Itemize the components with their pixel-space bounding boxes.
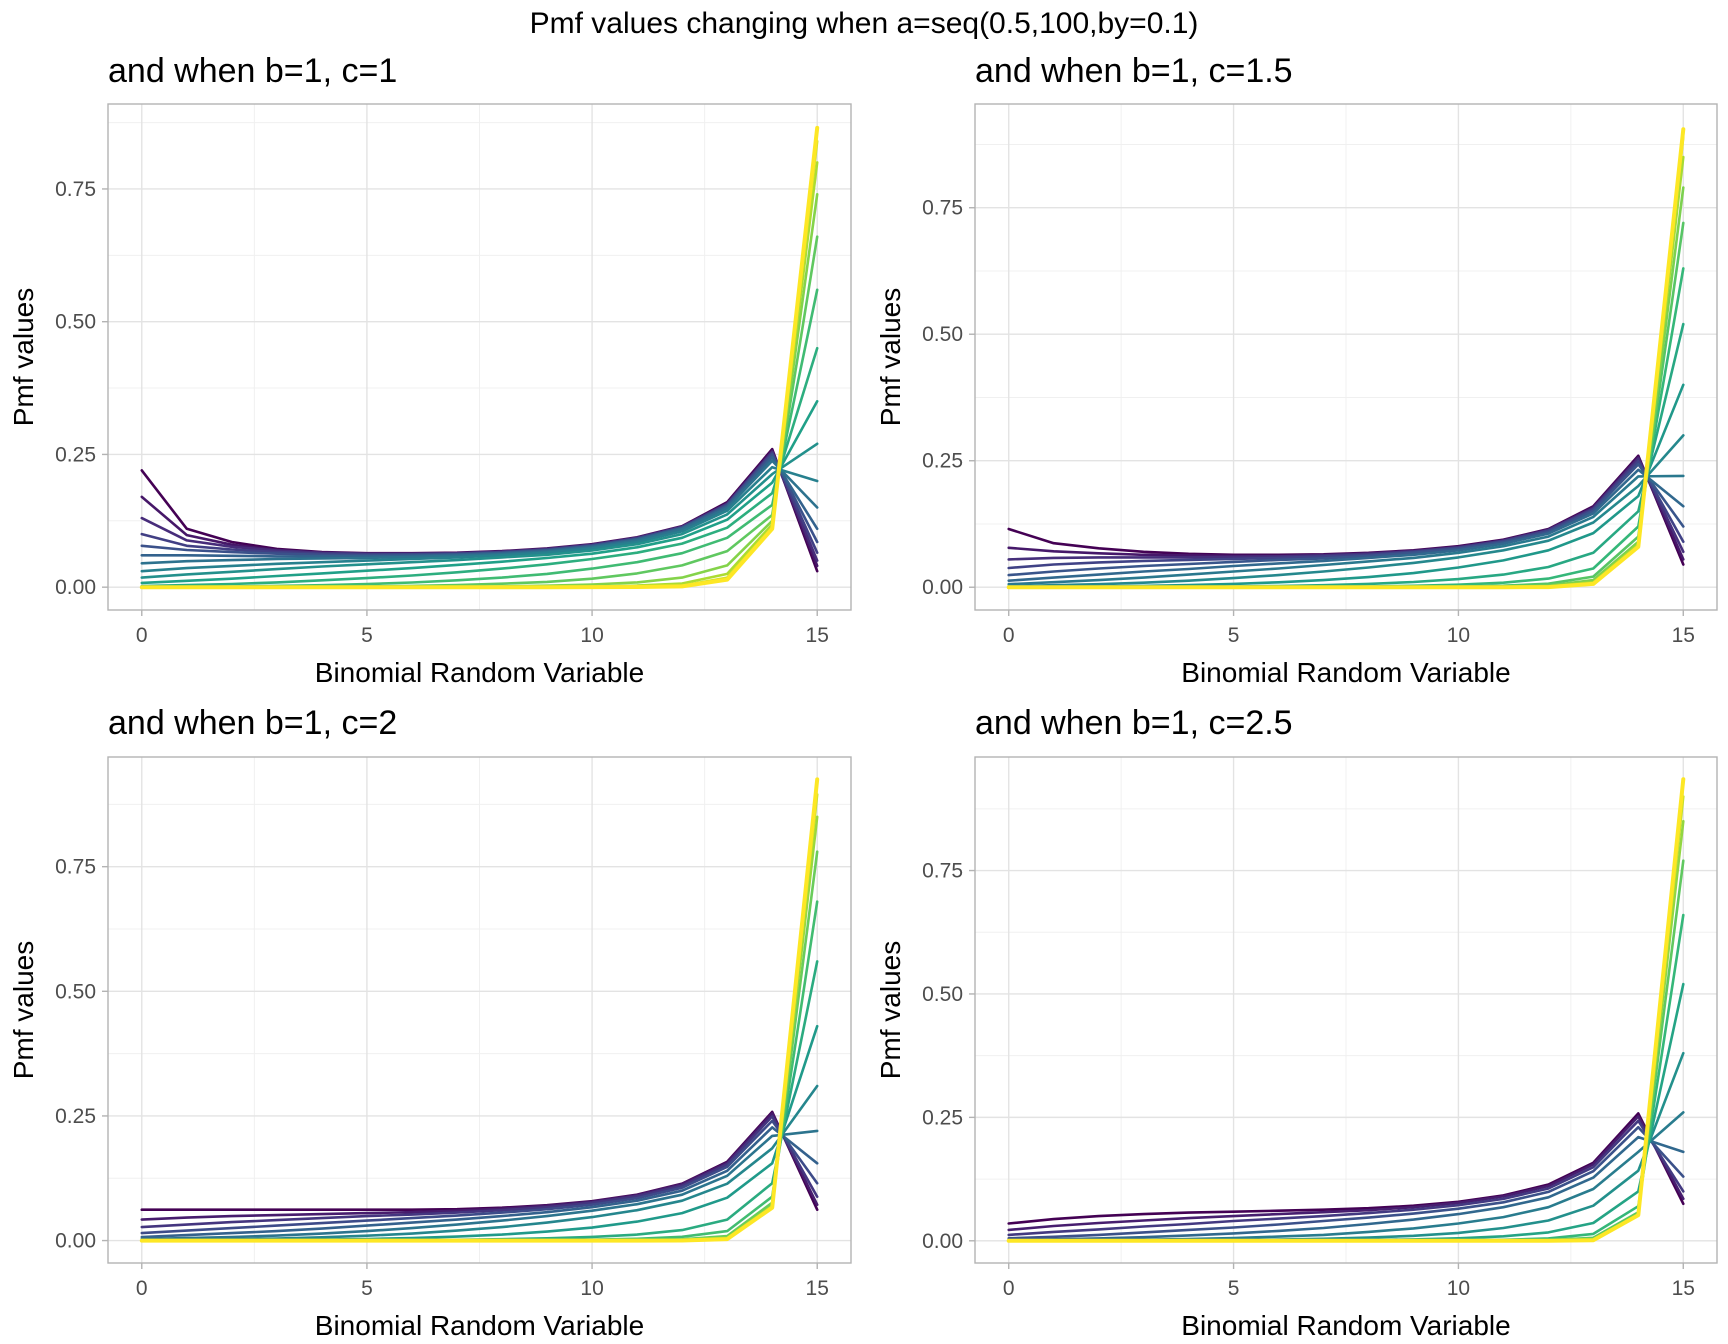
x-tick-label: 10 — [580, 1277, 603, 1300]
y-axis-label: Pmf values — [8, 288, 39, 427]
y-axis-label: Pmf values — [875, 941, 906, 1080]
y-tick-label: 0.50 — [922, 983, 963, 1006]
x-axis-label: Binomial Random Variable — [1181, 1310, 1510, 1341]
series-line — [140, 465, 819, 573]
series-line — [1006, 127, 1686, 590]
y-tick-label: 0.25 — [55, 1105, 96, 1128]
series-lines — [1006, 127, 1686, 590]
series-line — [1007, 1115, 1685, 1232]
x-tick-label: 0 — [136, 624, 148, 647]
series-line — [1007, 463, 1685, 577]
y-tick-label: 0.25 — [55, 443, 96, 466]
y-tick-label: 0.75 — [55, 178, 96, 201]
panel-3: and when b=1, c=2 0 5 10 15 0.00 0.25 0.50 0.75 B… — [8, 704, 852, 1341]
y-tick-label: 0.00 — [55, 576, 96, 599]
panel-title: and when b=1, c=1.5 — [975, 52, 1293, 90]
series-line — [140, 1115, 819, 1229]
series-line — [1007, 468, 1685, 582]
x-tick-label: 5 — [1228, 624, 1240, 647]
y-tick-label: 0.75 — [922, 860, 963, 883]
series-line — [140, 400, 819, 585]
y-tick-label: 0.50 — [922, 323, 963, 346]
panel-border — [107, 103, 852, 611]
series-line — [140, 1126, 819, 1239]
x-tick-label: 15 — [806, 624, 829, 647]
panel-title: and when b=1, c=2.5 — [975, 704, 1293, 742]
y-tick-label: 0.75 — [922, 197, 963, 220]
panel-1: and when b=1, c=1 0 5 10 15 0.00 0.25 0.50 0.75 B… — [8, 52, 852, 688]
series-line — [1007, 1119, 1685, 1237]
series-line — [140, 1119, 819, 1235]
x-tick-label: 5 — [361, 1277, 373, 1300]
x-tick-label: 15 — [1672, 1277, 1695, 1300]
y-tick-label: 0.00 — [55, 1230, 96, 1253]
x-tick-label: 0 — [136, 1277, 148, 1300]
panel-4: and when b=1, c=2.5 0 5 10 15 0.00 0.25 0.50 0.7… — [875, 704, 1718, 1341]
panel-title: and when b=1, c=2 — [108, 704, 397, 742]
x-axis-label: Binomial Random Variable — [315, 1310, 644, 1341]
y-tick-label: 0.75 — [55, 856, 96, 879]
x-tick-label: 15 — [1672, 624, 1695, 647]
series-line — [1007, 459, 1685, 570]
x-tick-label: 0 — [1003, 1277, 1015, 1300]
series-line — [1007, 1135, 1685, 1242]
series-line — [1007, 434, 1685, 588]
y-axis-label: Pmf values — [875, 288, 906, 427]
panel-border — [107, 756, 852, 1264]
panels: and when b=1, c=1 0 5 10 15 0.00 0.25 0.50 0.75 B… — [8, 52, 1718, 1341]
series-lines — [139, 777, 820, 1243]
y-tick-label: 0.00 — [922, 576, 963, 599]
panel-title: and when b=1, c=1 — [108, 52, 397, 90]
y-tick-label: 0.25 — [922, 1106, 963, 1129]
series-lines — [139, 125, 820, 590]
panel-border — [974, 103, 1718, 611]
series-line — [140, 442, 819, 579]
x-tick-label: 10 — [1447, 624, 1470, 647]
series-line — [1007, 1125, 1685, 1240]
y-tick-label: 0.50 — [55, 980, 96, 1003]
x-tick-label: 5 — [1228, 1277, 1240, 1300]
x-tick-label: 0 — [1003, 624, 1015, 647]
series-line — [139, 125, 820, 590]
axes: 0 5 10 15 0.00 0.25 0.50 0.75 Binomial Random Va… — [8, 178, 829, 688]
series-line — [139, 777, 820, 1243]
x-axis-label: Binomial Random Variable — [1181, 657, 1510, 688]
x-tick-label: 10 — [1447, 1277, 1470, 1300]
series-line — [1006, 777, 1686, 1243]
x-axis-label: Binomial Random Variable — [315, 657, 644, 688]
y-tick-label: 0.00 — [922, 1230, 963, 1253]
gridlines — [975, 757, 1717, 1263]
axes: 0 5 10 15 0.00 0.25 0.50 0.75 Binomial Random Va… — [875, 860, 1695, 1341]
series-line — [140, 1129, 819, 1241]
axes: 0 5 10 15 0.00 0.25 0.50 0.75 Binomial Random Va… — [875, 197, 1695, 688]
panel-border — [974, 756, 1718, 1264]
x-tick-label: 5 — [361, 624, 373, 647]
x-tick-label: 10 — [580, 624, 603, 647]
figure-suptitle: Pmf values changing when a=seq(0.5,100,b… — [530, 7, 1199, 40]
series-line — [1007, 1112, 1685, 1225]
axes: 0 5 10 15 0.00 0.25 0.50 0.75 Binomial Random Va… — [8, 856, 829, 1341]
series-line — [140, 459, 819, 565]
x-tick-label: 15 — [806, 1277, 829, 1300]
panel-2: and when b=1, c=1.5 0 5 10 15 0.00 0.25 0.50 0.7… — [875, 52, 1718, 688]
series-line — [140, 1112, 819, 1221]
series-lines — [1006, 777, 1686, 1243]
y-axis-label: Pmf values — [8, 941, 39, 1080]
series-line — [1007, 474, 1685, 586]
series-line — [140, 346, 819, 588]
y-tick-label: 0.50 — [55, 311, 96, 334]
y-tick-label: 0.25 — [922, 450, 963, 473]
